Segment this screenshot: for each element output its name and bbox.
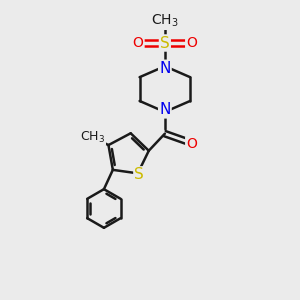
- Text: S: S: [160, 35, 170, 50]
- Text: S: S: [134, 167, 144, 182]
- Text: CH$_3$: CH$_3$: [80, 130, 105, 145]
- Text: O: O: [186, 36, 197, 50]
- Text: N: N: [159, 61, 170, 76]
- Text: N: N: [159, 102, 170, 117]
- Text: CH$_3$: CH$_3$: [151, 13, 179, 29]
- Text: O: O: [133, 36, 143, 50]
- Text: O: O: [186, 137, 197, 151]
